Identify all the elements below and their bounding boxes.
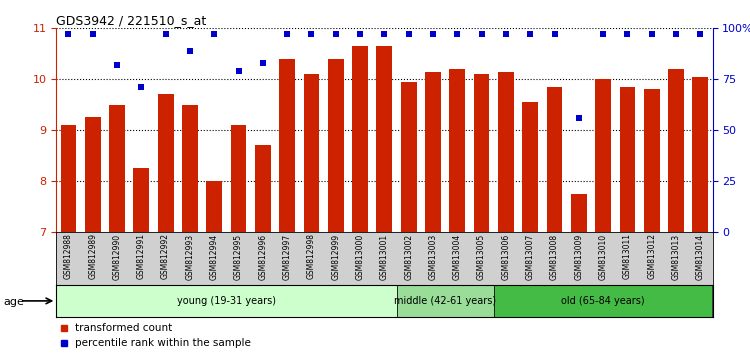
Text: GDS3942 / 221510_s_at: GDS3942 / 221510_s_at <box>56 14 206 27</box>
Bar <box>397 285 494 317</box>
Text: GSM813008: GSM813008 <box>550 234 559 280</box>
Text: GSM813013: GSM813013 <box>671 234 680 280</box>
Bar <box>620 87 635 354</box>
Text: GSM812991: GSM812991 <box>136 234 146 279</box>
Bar <box>522 102 538 354</box>
Text: transformed count: transformed count <box>74 322 172 332</box>
Bar <box>279 59 295 354</box>
Text: middle (42-61 years): middle (42-61 years) <box>394 296 496 306</box>
Text: GSM812989: GSM812989 <box>88 234 98 279</box>
Bar <box>400 82 416 354</box>
Text: GSM813002: GSM813002 <box>404 234 413 280</box>
Bar <box>376 46 392 354</box>
Bar <box>425 72 441 354</box>
Text: old (65-84 years): old (65-84 years) <box>561 296 645 306</box>
Bar <box>449 69 465 354</box>
Text: GSM813007: GSM813007 <box>526 234 535 280</box>
Text: GSM812993: GSM812993 <box>185 234 194 280</box>
Bar <box>304 74 320 354</box>
Bar <box>547 87 562 354</box>
Bar <box>571 194 586 354</box>
Text: GSM812999: GSM812999 <box>332 234 340 280</box>
Bar <box>474 74 490 354</box>
Text: GSM813009: GSM813009 <box>574 234 584 280</box>
Text: percentile rank within the sample: percentile rank within the sample <box>74 338 250 348</box>
Text: GSM812992: GSM812992 <box>161 234 170 279</box>
Bar <box>109 105 125 354</box>
Text: GSM813004: GSM813004 <box>453 234 462 280</box>
Text: GSM812996: GSM812996 <box>258 234 267 280</box>
Text: GSM813001: GSM813001 <box>380 234 388 280</box>
Bar <box>668 69 684 354</box>
Text: GSM813014: GSM813014 <box>696 234 705 280</box>
Bar <box>644 89 660 354</box>
Bar <box>85 118 100 354</box>
Text: age: age <box>4 297 25 307</box>
Text: GSM813012: GSM813012 <box>647 234 656 279</box>
Bar <box>134 168 149 354</box>
Bar <box>692 77 708 354</box>
Text: GSM813006: GSM813006 <box>502 234 511 280</box>
Bar <box>56 285 397 317</box>
Text: GSM812994: GSM812994 <box>210 234 219 280</box>
Bar <box>498 72 514 354</box>
Bar <box>596 79 611 354</box>
Bar <box>206 181 222 354</box>
Text: GSM813000: GSM813000 <box>356 234 364 280</box>
Bar <box>328 59 344 354</box>
Bar <box>61 125 76 354</box>
Text: GSM812990: GSM812990 <box>112 234 122 280</box>
Bar <box>231 125 247 354</box>
Bar <box>158 95 173 354</box>
Bar <box>352 46 368 354</box>
Text: GSM812998: GSM812998 <box>307 234 316 279</box>
Text: GSM812988: GSM812988 <box>64 234 73 279</box>
Text: GSM813011: GSM813011 <box>623 234 632 279</box>
Text: GSM812995: GSM812995 <box>234 234 243 280</box>
Bar <box>494 285 712 317</box>
Bar <box>182 105 198 354</box>
Text: GSM813010: GSM813010 <box>598 234 608 280</box>
Text: GSM813003: GSM813003 <box>428 234 437 280</box>
Text: GSM813005: GSM813005 <box>477 234 486 280</box>
Bar <box>255 145 271 354</box>
Text: young (19-31 years): young (19-31 years) <box>177 296 276 306</box>
Text: GSM812997: GSM812997 <box>283 234 292 280</box>
